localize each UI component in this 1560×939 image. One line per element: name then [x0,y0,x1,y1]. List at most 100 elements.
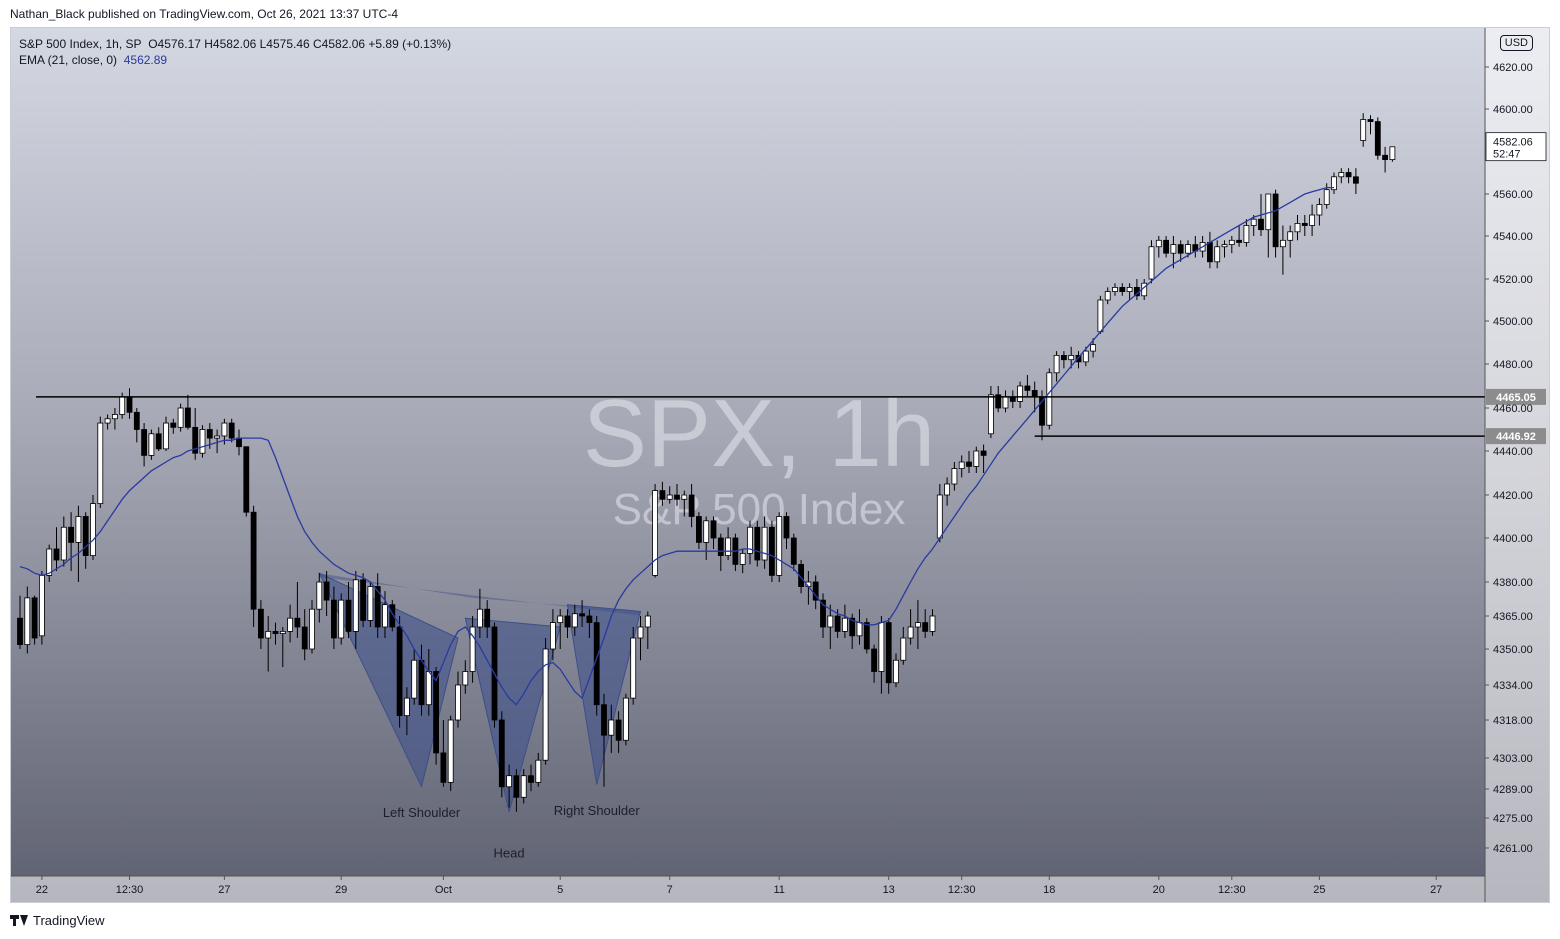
axes: 4261.00 4275.00 4289.00 4303.00 4318.00 4334.… [11,28,1549,902]
candle [593,616,600,716]
candle [1148,240,1155,284]
candle-body-down [513,775,520,798]
price-chart[interactable]: SPX, 1h S&P 500 Index 4465.054446.92 Lef… [11,28,1549,902]
price-tick-label: 4400.00 [1493,533,1533,545]
price-tick-label: 4460.00 [1493,403,1533,415]
candle [170,418,177,434]
candle-body-down [659,490,666,500]
candle [1163,236,1169,258]
candle-body-down [141,429,148,456]
time-tick-label: 13 [883,884,895,896]
time-tick-label: 29 [335,884,347,896]
watermark: SPX, 1h S&P 500 Index [583,380,935,534]
candle [1243,219,1250,247]
candle [60,516,67,567]
candle-body-down [863,622,870,650]
price-tick-label: 4350.00 [1493,644,1533,656]
chart-background [11,28,1549,902]
candle-body-up [958,461,965,469]
candle [790,533,797,571]
candle-body-up [951,468,958,485]
footer-brand[interactable]: TradingView [10,913,105,928]
candle-body-down [717,537,724,557]
candle [1353,168,1359,194]
candle [608,704,615,753]
candle-body-down [484,608,491,628]
candle-body-up [1221,244,1228,248]
candle [82,512,89,569]
time-tick-label: 12:30 [1218,884,1246,896]
candle [944,477,950,506]
candle [652,484,658,578]
candle [360,573,367,627]
price-tick-label: 4500.00 [1493,316,1533,328]
candle-body-up [542,648,549,761]
watermark-title: SPX, 1h [583,380,935,487]
candle [250,505,257,627]
candle [476,588,483,638]
pattern-annotations: Left Shoulder Head Right Shoulder [383,803,641,860]
price-tick-label: 4318.00 [1493,715,1533,727]
candle [696,512,702,549]
candle [710,516,717,549]
candle [769,520,775,582]
candle-body-up [988,394,994,435]
candle [1075,351,1082,369]
candle [287,604,294,643]
time-tick-label: 25 [1313,884,1325,896]
candle [498,711,505,798]
candle [1155,236,1162,258]
legend-ema-label: EMA (21, close, 0) [19,53,118,67]
price-tick-label: 4560.00 [1493,189,1533,201]
candle-body-down [1382,154,1388,161]
candle-body-up [1017,385,1023,402]
price-tick-label: 4440.00 [1493,446,1533,458]
candle [411,649,418,705]
candle-body-up [60,526,67,561]
legend-ema-value: 4562.89 [123,53,168,67]
candle-body-down [1345,172,1352,178]
candle [1309,204,1315,236]
candle [112,408,118,430]
candle [761,516,768,569]
candle-body-up [148,433,155,456]
candle-body-up [90,503,96,557]
candle [155,427,162,451]
candle [1082,346,1089,367]
candle-body-down [564,615,571,628]
candle [257,600,264,649]
candle [1294,215,1301,241]
candle-body-up [163,422,169,450]
candle [535,752,542,787]
candle-body-down [601,704,607,736]
candle-body-down [236,437,242,448]
time-tick-label: Oct [435,884,452,896]
candle-body-down [885,622,892,684]
candle-body-down [995,394,1002,409]
candle-body-down [82,516,89,556]
candle [513,769,520,812]
candle [1367,115,1374,135]
chart-frame[interactable]: SPX, 1h S&P 500 Index 4465.054446.92 Lef… [10,27,1550,903]
candle [382,591,388,638]
candle-body-down [579,613,585,617]
candle [272,622,279,645]
currency-button[interactable]: USD [1499,35,1533,51]
candle-body-up [608,719,615,736]
candle [177,403,184,432]
candle [827,604,834,649]
candle-body-down [498,719,505,788]
candle-body-down [360,579,367,621]
candle-body-down [250,511,257,610]
candle-body-down [1272,193,1279,248]
candle-body-up [520,775,527,798]
candle-body-up [46,548,53,576]
candle [1382,146,1388,173]
candle [1068,346,1075,369]
candle-body-up [506,775,513,788]
candle [68,512,74,571]
candle-body-down [133,411,140,430]
candle-body-up [681,494,688,500]
candle [812,575,819,610]
candle-body-down [754,526,761,561]
